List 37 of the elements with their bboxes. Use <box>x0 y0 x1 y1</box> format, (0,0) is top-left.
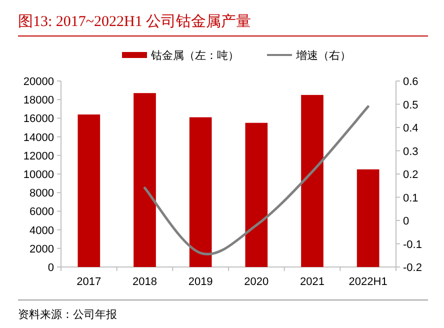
y-tick-label: 12000 <box>23 150 54 162</box>
y2-tick-label: 0.3 <box>403 146 418 158</box>
y2-tick-label: 0.2 <box>403 169 418 181</box>
y-tick-label: 6000 <box>30 206 54 218</box>
x-tick-label: 2022H1 <box>348 276 388 288</box>
x-tick-label: 2019 <box>188 276 213 288</box>
x-tick-label: 2018 <box>132 276 157 288</box>
legend-label: 钴金属（左：吨） <box>150 49 239 62</box>
bar <box>301 94 324 267</box>
bar <box>78 114 100 267</box>
y-tick-label: 8000 <box>30 188 54 200</box>
y-tick-label: 18000 <box>23 94 54 107</box>
legend-label: 增速（右） <box>295 49 351 62</box>
x-tick-label: 2017 <box>76 276 102 288</box>
y-tick-label: 2000 <box>30 243 54 256</box>
y2-tick-label: -0.1 <box>403 238 422 251</box>
y-tick-label: 4000 <box>30 224 54 237</box>
text: 资料来源：公司年报 <box>18 308 117 321</box>
y2-tick-label: 0.1 <box>403 192 418 204</box>
bar <box>356 169 380 267</box>
x-tick-label: 2021 <box>300 276 324 288</box>
y2-tick-label: 0.5 <box>403 99 418 112</box>
y-tick-label: 0 <box>48 262 54 274</box>
y2-tick-label: 0.6 <box>403 76 418 88</box>
y2-tick-label: 0 <box>403 216 410 228</box>
y2-tick-label: -0.2 <box>403 262 422 274</box>
title: 图13: 2017~2022H1 公司钴金属产量 <box>18 14 252 30</box>
x-tick-label: 2020 <box>244 276 269 288</box>
bar <box>134 93 156 267</box>
bar <box>245 122 268 267</box>
y-tick-label: 14000 <box>23 132 54 144</box>
y-tick-label: 20000 <box>23 76 54 88</box>
y2-tick-label: 0.4 <box>403 122 418 134</box>
line-series <box>144 105 370 256</box>
y-tick-label: 16000 <box>23 113 54 126</box>
bar <box>189 117 212 267</box>
y-tick-label: 10000 <box>23 169 54 181</box>
